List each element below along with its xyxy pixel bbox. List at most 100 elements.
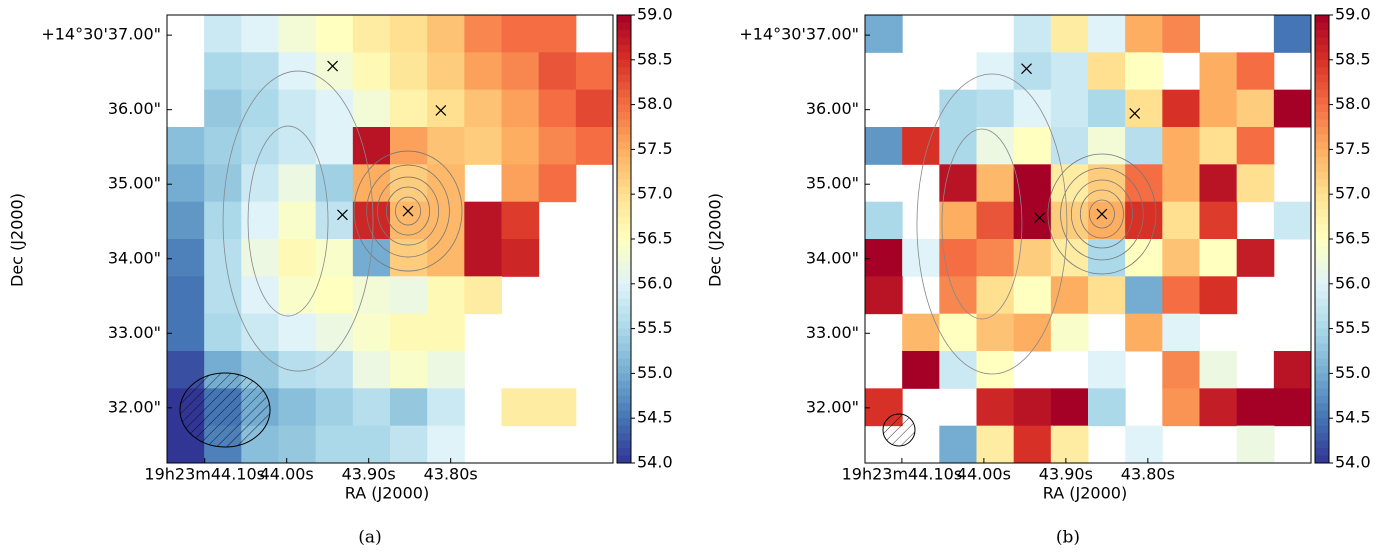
contour	[222, 70, 374, 372]
pixel	[538, 127, 577, 165]
colorbar-tick-label: 58.0	[1335, 94, 1371, 113]
colorbar-segment	[617, 37, 631, 46]
colorbar-segment	[617, 59, 631, 68]
pixel	[575, 89, 614, 128]
colorbar-segment	[1315, 179, 1329, 188]
pixel	[464, 52, 502, 91]
pixel	[865, 201, 903, 240]
colorbar-segment	[1315, 306, 1329, 315]
pixel	[315, 164, 354, 203]
colorbar-segment	[617, 455, 631, 464]
contour	[1070, 179, 1133, 249]
contour	[377, 176, 440, 246]
pixel	[976, 127, 1015, 165]
colorbar-segment	[617, 425, 631, 434]
colorbar-segment	[1315, 209, 1329, 218]
pixel	[427, 15, 465, 53]
pixel	[390, 15, 428, 53]
colorbar-segment	[617, 239, 631, 247]
pixel	[1013, 313, 1052, 352]
pixel	[939, 239, 977, 277]
pixel	[865, 127, 903, 165]
pixel	[1273, 201, 1312, 240]
y-tick-label: 36.00"	[806, 99, 859, 118]
colorbar-segment	[617, 89, 631, 98]
y-tick-label: 35.00"	[806, 174, 859, 193]
pixel	[538, 52, 577, 91]
colorbar-segment	[617, 44, 631, 53]
colorbar-segment	[1315, 440, 1329, 449]
colorbar-segment	[1315, 119, 1329, 128]
colorbar-tick-label: 54.0	[637, 453, 673, 472]
pixel	[1236, 52, 1275, 91]
pixel	[1125, 52, 1163, 91]
pixel	[167, 127, 205, 165]
colorbar-segment	[617, 351, 631, 359]
pixel	[1125, 201, 1163, 240]
pixel	[501, 52, 540, 91]
colorbar-segment	[617, 194, 631, 203]
pixel	[1199, 276, 1238, 315]
y-tick-label: +14°30'37.00"	[41, 25, 161, 44]
colorbar-segment	[1315, 425, 1329, 434]
colorbar-tick-label: 54.5	[637, 408, 673, 427]
colorbar-segment	[617, 52, 631, 61]
marker	[327, 60, 339, 72]
colorbar-segment	[1315, 171, 1329, 180]
pixel	[976, 313, 1015, 352]
pixel	[1050, 388, 1089, 427]
pixel	[976, 239, 1015, 277]
pixel	[1125, 313, 1163, 352]
pixel	[939, 351, 977, 389]
y-tick-label: 33.00"	[108, 323, 161, 342]
pixel	[278, 388, 317, 427]
plot-frame	[864, 14, 1312, 464]
pixel	[1050, 52, 1089, 91]
pixel	[278, 201, 317, 240]
colorbar-segment	[617, 298, 631, 307]
pixel	[501, 15, 540, 53]
pixel	[390, 425, 428, 464]
colorbar-segment	[1315, 321, 1329, 330]
colorbar-segment	[617, 388, 631, 397]
pixel	[1088, 164, 1126, 203]
pixel	[278, 351, 317, 389]
colorbar-segment	[617, 380, 631, 389]
pixel	[352, 313, 391, 352]
pixel	[352, 388, 391, 427]
pixel	[575, 127, 614, 165]
pixel	[976, 425, 1015, 464]
pixel	[204, 239, 242, 277]
pixel	[976, 276, 1015, 315]
pixel	[1088, 52, 1126, 91]
pixel	[278, 127, 317, 165]
pixel	[241, 276, 279, 315]
pixel	[241, 52, 279, 91]
y-axis-label: Dec (J2000)	[8, 193, 27, 287]
colorbar-segment	[617, 127, 631, 135]
colorbar-segment	[617, 321, 631, 330]
caption: (b)	[1056, 528, 1080, 548]
pixel	[390, 164, 428, 203]
colorbar-segment	[1315, 216, 1329, 225]
pixel	[976, 164, 1015, 203]
pixel	[315, 276, 354, 315]
colorbar-segment	[1315, 164, 1329, 173]
colorbar-tick-label: 56.5	[1335, 229, 1371, 248]
pixel	[1125, 89, 1163, 128]
pixel	[1050, 127, 1089, 165]
pixel	[1273, 388, 1312, 427]
pixel	[1273, 15, 1312, 53]
pixel	[865, 239, 903, 277]
pixel	[427, 89, 465, 128]
colorbar-tick-label: 58.5	[1335, 49, 1371, 68]
pixel	[315, 52, 354, 91]
pixel	[1050, 313, 1089, 352]
colorbar-segment	[1315, 89, 1329, 98]
pixel	[1013, 239, 1052, 277]
colorbar-segment	[617, 328, 631, 337]
colorbar-segment	[1315, 336, 1329, 345]
colorbar-segment	[1315, 141, 1329, 150]
pixel	[352, 89, 391, 128]
colorbar-tick-label: 55.5	[1335, 318, 1371, 337]
